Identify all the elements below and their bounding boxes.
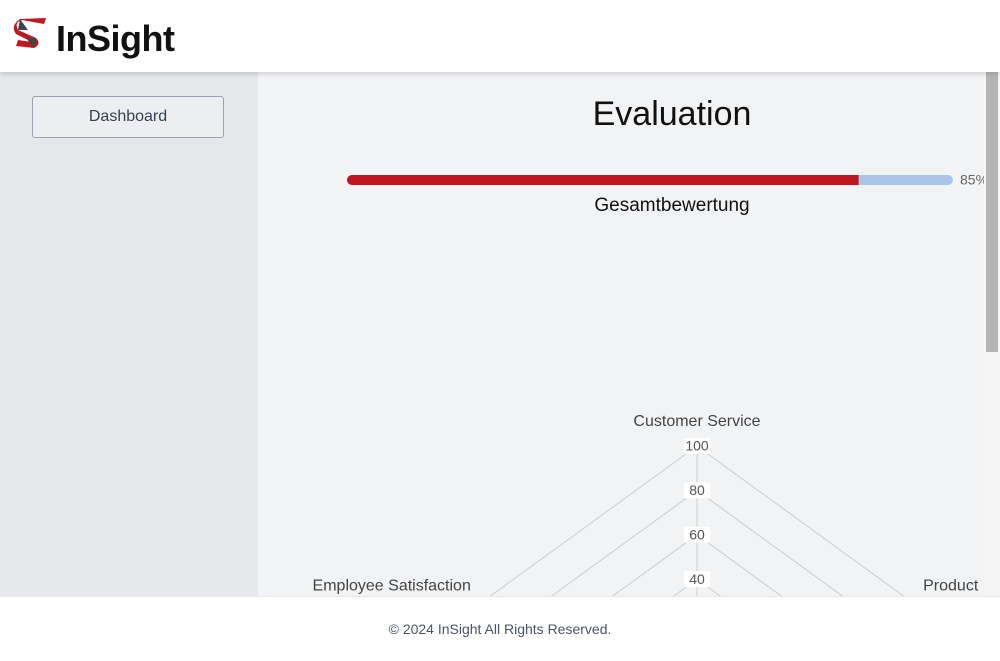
scrollbar[interactable] xyxy=(984,72,1000,596)
grid-ring xyxy=(489,445,905,596)
tick-label: 40 xyxy=(689,571,705,587)
progress-label: Gesamtbewertung xyxy=(594,195,749,216)
logo xyxy=(13,18,46,48)
tick-bg xyxy=(684,482,710,499)
page-title: Evaluation xyxy=(593,95,752,133)
tick-label: 60 xyxy=(689,527,705,543)
grid-ring xyxy=(550,489,844,596)
brand: InSight xyxy=(56,18,175,59)
tick-bg xyxy=(684,438,710,454)
tick-bg xyxy=(684,571,710,588)
progress-bar xyxy=(347,175,859,185)
sidebar: Dashboard xyxy=(0,72,258,596)
header: InSight xyxy=(0,0,1000,72)
tick-bg xyxy=(684,526,710,543)
nav-button[interactable]: Dashboard xyxy=(32,96,224,138)
axis-label: Employee Satisfaction xyxy=(313,578,471,595)
tick-label: 100 xyxy=(685,438,709,454)
footer: © 2024 InSight All Rights Reserved. xyxy=(0,596,1000,661)
tick-label: 80 xyxy=(689,482,705,498)
progress-value: 85% xyxy=(960,172,988,188)
footer-text: © 2024 InSight All Rights Reserved. xyxy=(388,621,612,637)
scroll-thumb[interactable] xyxy=(986,72,998,352)
axis-label: Product xyxy=(923,578,979,595)
axis-label: Customer Service xyxy=(633,413,760,430)
